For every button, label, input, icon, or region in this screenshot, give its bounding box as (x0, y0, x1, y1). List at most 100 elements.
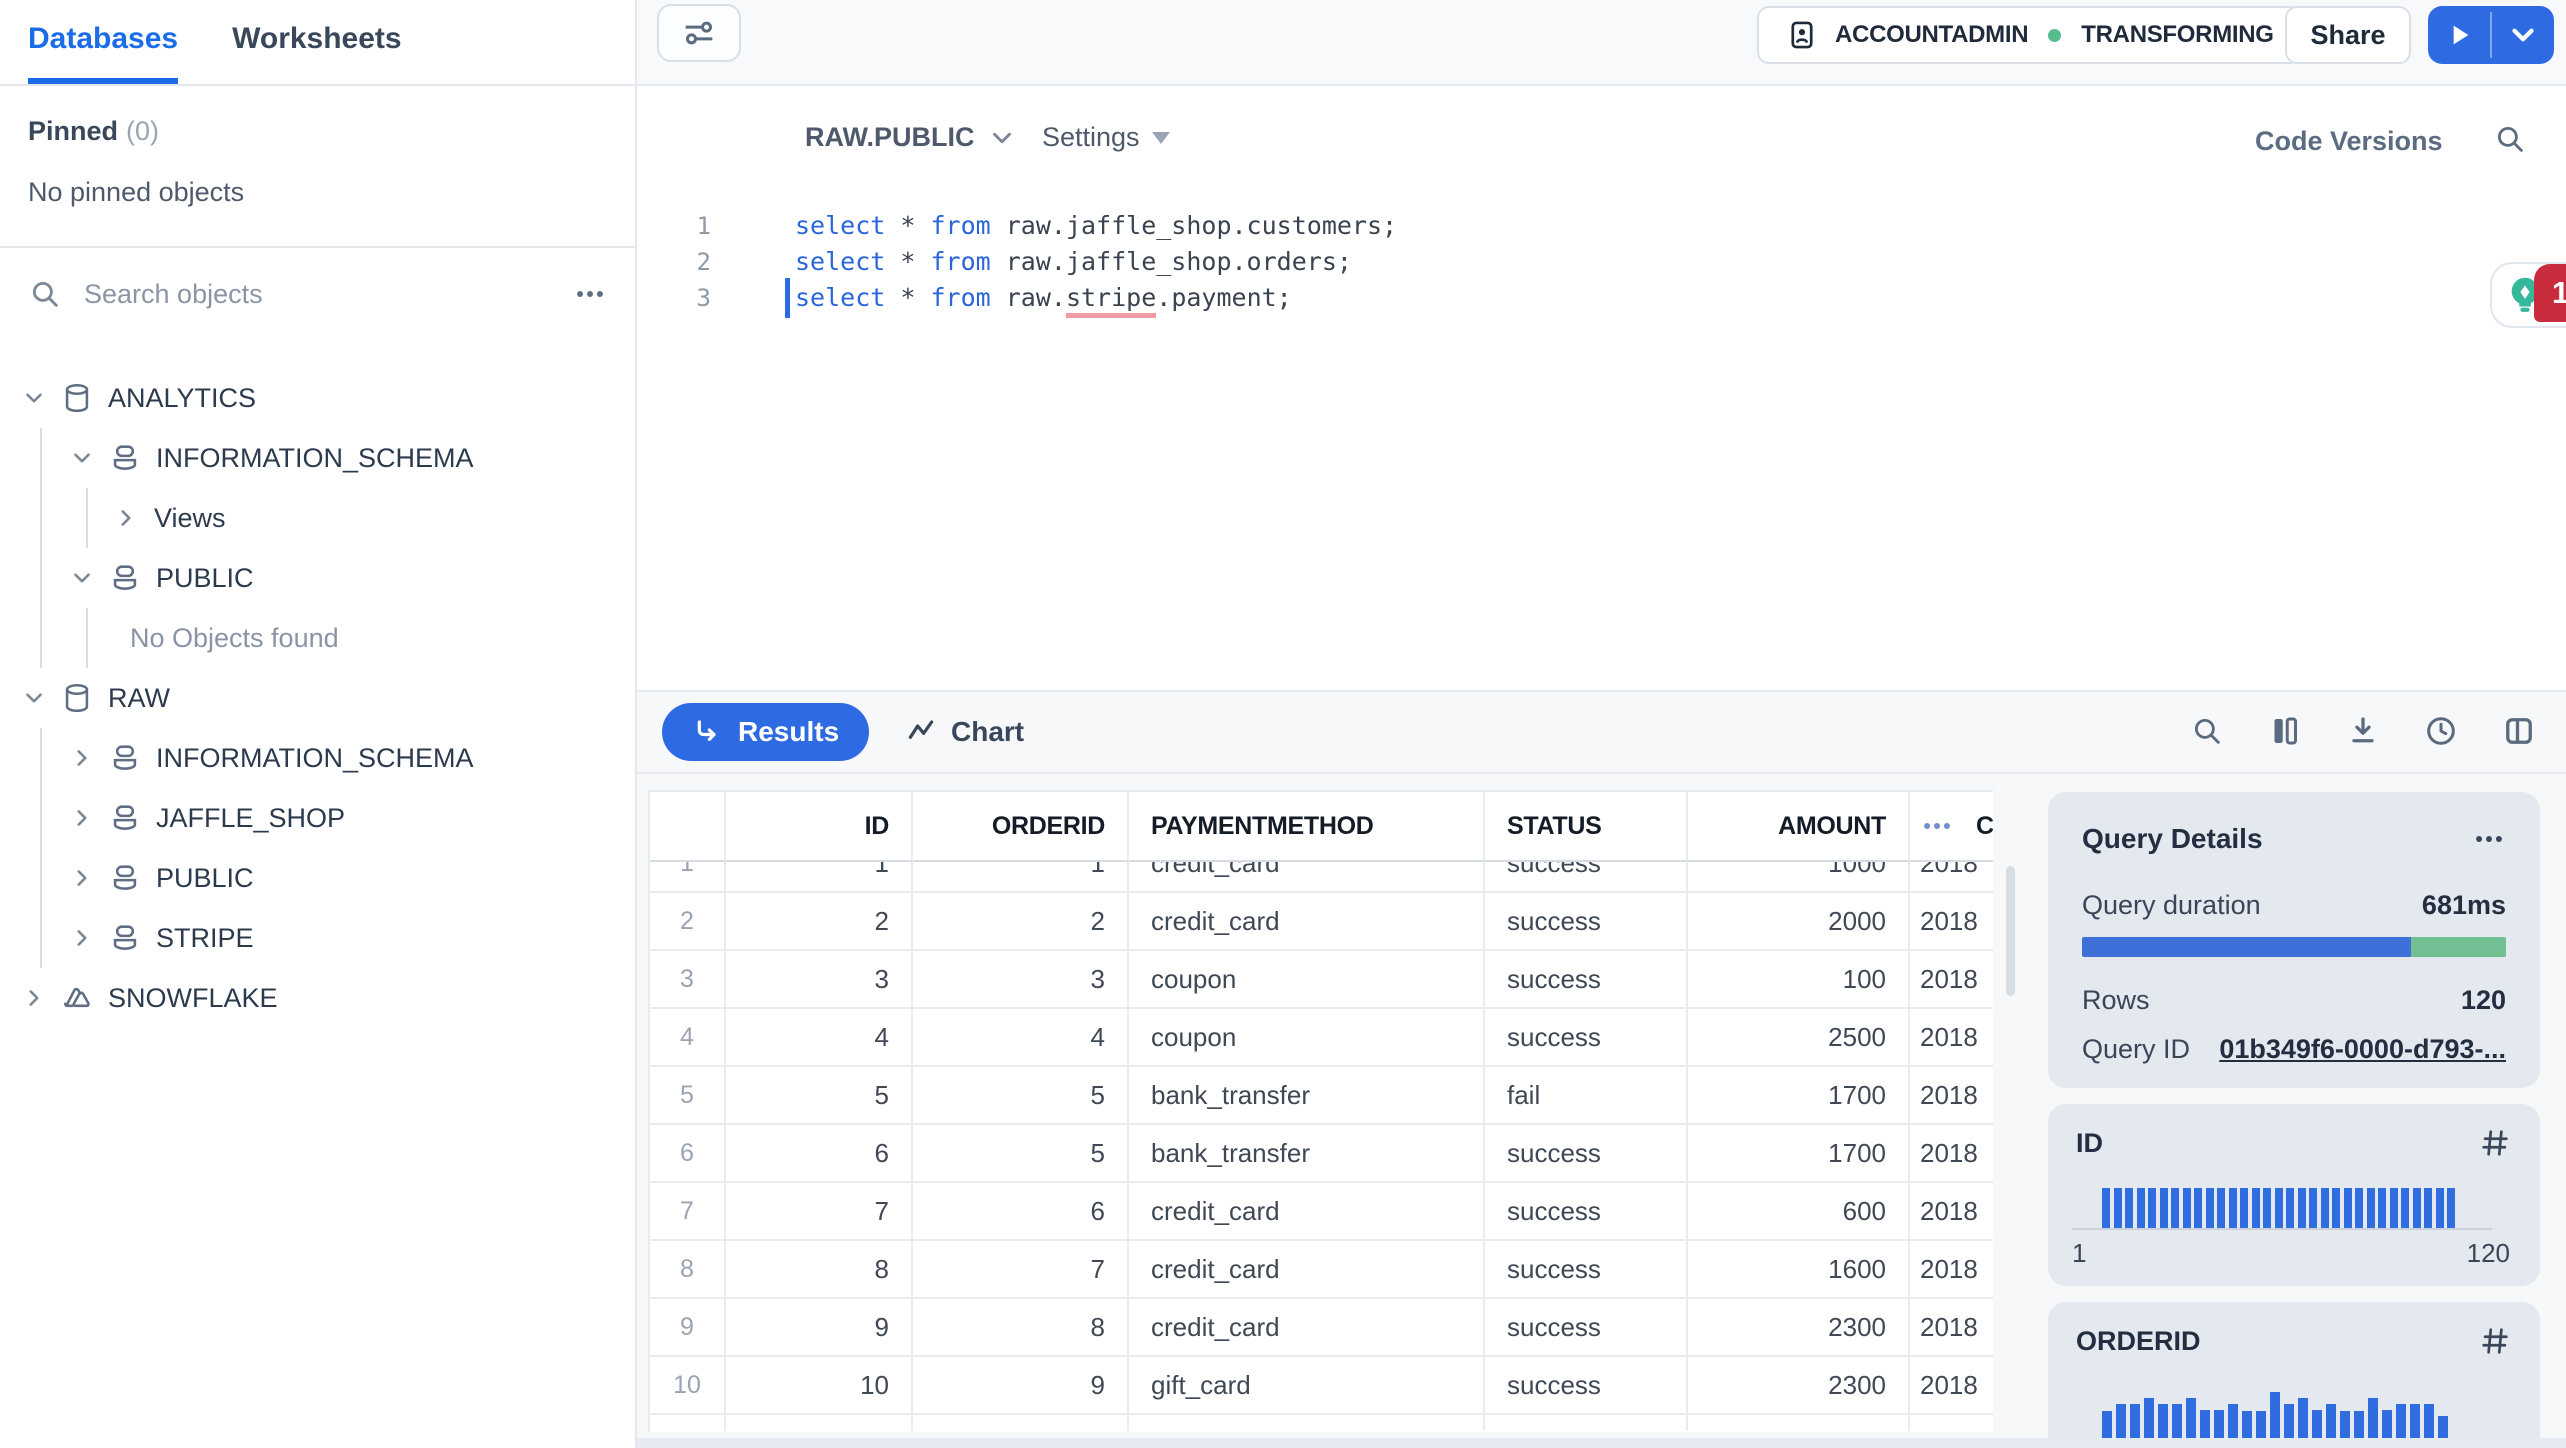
chevron-down-icon[interactable] (14, 681, 54, 715)
query-details-menu-icon[interactable] (2472, 822, 2506, 856)
tab-chart[interactable]: Chart (905, 703, 1024, 761)
cell-orderid[interactable]: 2 (913, 893, 1129, 951)
cell-paymentmethod[interactable]: bank_transfer (1129, 1067, 1485, 1125)
cell-amount[interactable]: 2300 (1688, 1299, 1910, 1357)
cell-created[interactable]: 2018 (1910, 1299, 1993, 1357)
cell-orderid[interactable]: 7 (913, 1241, 1129, 1299)
cell-id[interactable]: 5 (726, 1067, 913, 1125)
code-line-2[interactable]: 2 select * from raw.jaffle_shop.orders; (637, 244, 1397, 280)
tree-item-public[interactable]: PUBLIC (0, 548, 635, 608)
column-header-C[interactable]: C (1910, 792, 1993, 862)
cell-paymentmethod[interactable]: bank_transfer (1129, 1125, 1485, 1183)
table-row[interactable]: 4 4 4 coupon success 2500 2018 (650, 1009, 1993, 1067)
cell-created[interactable]: 2018 (1910, 1241, 1993, 1299)
cell-orderid[interactable]: 3 (913, 951, 1129, 1009)
cell-paymentmethod[interactable]: credit_card (1129, 1183, 1485, 1241)
cell-id[interactable]: 2 (726, 893, 913, 951)
cell-amount[interactable]: 2300 (1688, 1357, 1910, 1415)
run-options-button[interactable] (2492, 6, 2554, 64)
code-line-3[interactable]: 3 select * from raw.stripe.payment; (637, 280, 1397, 318)
cell-id[interactable]: 8 (726, 1241, 913, 1299)
tab-worksheets[interactable]: Worksheets (232, 22, 402, 55)
table-row[interactable]: 9 9 8 credit_card success 2300 2018 (650, 1299, 1993, 1357)
cell-amount[interactable]: 1000 (1688, 862, 1910, 893)
cell-amount[interactable]: 1700 (1688, 1067, 1910, 1125)
cell-status[interactable]: success (1485, 951, 1688, 1009)
cell-orderid[interactable]: 9 (913, 1357, 1129, 1415)
results-grid[interactable]: ID ORDERID PAYMENTMETHOD STATUS AMOUNT C 1 1 1 cr… (648, 790, 1993, 1432)
tab-results[interactable]: Results (662, 703, 870, 761)
cell-created[interactable]: 2018 (1910, 1009, 1993, 1067)
table-row[interactable]: 8 8 7 credit_card success 1600 2018 (650, 1241, 1993, 1299)
cell-status[interactable]: success (1485, 893, 1688, 951)
cell-amount[interactable]: 2500 (1688, 1009, 1910, 1067)
tree-item-public[interactable]: PUBLIC (0, 848, 635, 908)
cell-id[interactable]: 1 (726, 862, 913, 893)
hash-icon[interactable] (2478, 1126, 2512, 1160)
grid-vertical-scrollbar[interactable] (2006, 866, 2015, 996)
cell-paymentmethod[interactable]: credit_card (1129, 1299, 1485, 1357)
cell-id[interactable]: 6 (726, 1125, 913, 1183)
tree-item-information-schema[interactable]: INFORMATION_SCHEMA (0, 728, 635, 788)
tree-item-snowflake[interactable]: SNOWFLAKE (0, 968, 635, 1028)
column-menu-ellipsis-icon[interactable] (1920, 809, 1954, 843)
cell-created[interactable]: 2018 (1910, 1125, 1993, 1183)
chevron-down-icon[interactable] (14, 381, 54, 415)
cell-status[interactable]: fail (1485, 1067, 1688, 1125)
chevron-right-icon[interactable] (14, 981, 54, 1015)
chevron-down-icon[interactable] (62, 441, 102, 475)
tree-item-information-schema[interactable]: INFORMATION_SCHEMA (0, 428, 635, 488)
run-button[interactable] (2428, 6, 2490, 64)
tab-databases[interactable]: Databases (28, 0, 179, 84)
cell-id[interactable]: 7 (726, 1183, 913, 1241)
tree-item-analytics[interactable]: ANALYTICS (0, 368, 635, 428)
cell-created[interactable]: 2018 (1910, 1067, 1993, 1125)
table-row[interactable]: 7 7 6 credit_card success 600 2018 (650, 1183, 1993, 1241)
cell-amount[interactable]: 1600 (1688, 1241, 1910, 1299)
table-row[interactable]: 1 1 1 credit_card success 1000 2018 (650, 862, 1993, 893)
cell-created[interactable]: 2018 (1910, 1183, 1993, 1241)
cell-orderid[interactable]: 6 (913, 1183, 1129, 1241)
code-versions-link[interactable]: Code Versions (2255, 126, 2443, 156)
settings-dropdown[interactable]: Settings (1042, 122, 1170, 153)
tree-item-raw[interactable]: RAW (0, 668, 635, 728)
tree-item-jaffle-shop[interactable]: JAFFLE_SHOP (0, 788, 635, 848)
cell-amount[interactable]: 1700 (1688, 1125, 1910, 1183)
cell-status[interactable]: success (1485, 1299, 1688, 1357)
cell-orderid[interactable]: 8 (913, 1299, 1129, 1357)
table-row[interactable]: 6 6 5 bank_transfer success 1700 2018 (650, 1125, 1993, 1183)
cell-orderid[interactable]: 4 (913, 1009, 1129, 1067)
cell-amount[interactable]: 600 (1688, 1183, 1910, 1241)
column-header-AMOUNT[interactable]: AMOUNT (1688, 792, 1910, 862)
cell-orderid[interactable]: 5 (913, 1125, 1129, 1183)
cell-created[interactable]: 2018 (1910, 862, 1993, 893)
hash-icon[interactable] (2478, 1324, 2512, 1358)
worksheet-options-button[interactable] (657, 4, 741, 62)
chevron-right-icon[interactable] (62, 741, 102, 775)
cell-created[interactable]: 2018 (1910, 1357, 1993, 1415)
tree-item-views[interactable]: Views (0, 488, 635, 548)
cell-status[interactable]: success (1485, 1241, 1688, 1299)
cell-paymentmethod[interactable]: credit_card (1129, 893, 1485, 951)
table-row[interactable]: 2 2 2 credit_card success 2000 2018 (650, 893, 1993, 951)
column-header-ORDERID[interactable]: ORDERID (913, 792, 1129, 862)
cell-id[interactable]: 3 (726, 951, 913, 1009)
cell-status[interactable]: success (1485, 1125, 1688, 1183)
chevron-right-icon[interactable] (62, 861, 102, 895)
code-line-1[interactable]: 1 select * from raw.jaffle_shop.customers… (637, 208, 1398, 244)
tree-item-stripe[interactable]: STRIPE (0, 908, 635, 968)
cell-amount[interactable]: 2000 (1688, 893, 1910, 951)
search-objects-input[interactable] (82, 277, 553, 311)
table-row[interactable]: 3 3 3 coupon success 100 2018 (650, 951, 1993, 1009)
share-button[interactable]: Share (2285, 6, 2411, 64)
cell-status[interactable]: success (1485, 1009, 1688, 1067)
search-results-button[interactable] (2185, 709, 2229, 753)
cell-paymentmethod[interactable]: coupon (1129, 951, 1485, 1009)
code-area[interactable]: 1 select * from raw.jaffle_shop.customers… (637, 208, 1398, 318)
cell-paymentmethod[interactable]: gift_card (1129, 1357, 1485, 1415)
cell-status[interactable]: success (1485, 1357, 1688, 1415)
download-button[interactable] (2341, 709, 2385, 753)
column-header-PAYMENTMETHOD[interactable]: PAYMENTMETHOD (1129, 792, 1485, 862)
cell-created[interactable]: 2018 (1910, 893, 1993, 951)
editor-search-button[interactable] (2493, 122, 2527, 156)
